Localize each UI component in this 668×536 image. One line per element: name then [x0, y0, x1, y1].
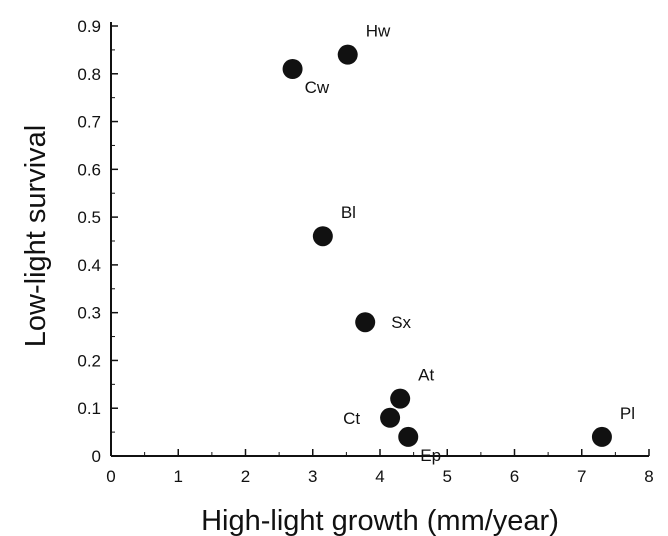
- x-tick-label: 3: [308, 467, 317, 486]
- point-label-hw: Hw: [366, 22, 391, 41]
- data-point-at: [390, 388, 411, 409]
- data-point-ct: [380, 407, 401, 428]
- x-tick-label: 2: [241, 467, 250, 486]
- x-tick-label: 4: [375, 467, 384, 486]
- data-point-bl: [312, 226, 333, 247]
- point-label-ep: Ep: [420, 446, 441, 465]
- point-label-sx: Sx: [391, 313, 411, 332]
- x-tick-label: 1: [174, 467, 183, 486]
- data-point-ep: [398, 426, 419, 447]
- y-tick-label: 0.7: [77, 113, 101, 132]
- x-tick-label: 0: [106, 467, 115, 486]
- data-point-sx: [355, 312, 376, 333]
- y-tick-label: 0.4: [77, 256, 101, 275]
- data-points: [282, 44, 612, 447]
- point-label-pl: Pl: [620, 404, 635, 423]
- point-label-bl: Bl: [341, 203, 356, 222]
- y-tick-label: 0.3: [77, 304, 101, 323]
- data-point-cw: [282, 59, 303, 79]
- x-tick-label: 6: [510, 467, 519, 486]
- y-tick-label: 0.2: [77, 351, 101, 370]
- point-label-cw: Cw: [305, 78, 330, 97]
- y-axis-title: Low-light survival: [20, 125, 52, 347]
- point-labels: Hw Cw Bl Sx At Ct Ep Pl: [305, 22, 635, 465]
- data-point-hw: [337, 44, 358, 65]
- y-tick-label: 0.6: [77, 160, 101, 179]
- point-label-at: At: [418, 366, 434, 385]
- y-tick-label: 0.5: [77, 208, 101, 227]
- y-tick-label: 0.8: [77, 65, 101, 84]
- y-tick-label: 0.1: [77, 399, 101, 418]
- point-label-ct: Ct: [343, 409, 360, 428]
- ticks: 0 1 2 3 4 5 6 7 8 0 0.1 0.2 0.3 0.4 0.5 0.6 0.7 0.8 0.9: [77, 17, 653, 486]
- y-tick-label: 0.9: [77, 17, 101, 36]
- x-tick-label: 8: [644, 467, 653, 486]
- data-point-pl: [591, 426, 612, 447]
- x-tick-label: 5: [443, 467, 452, 486]
- x-tick-label: 7: [577, 467, 586, 486]
- x-axis-title: High-light growth (mm/year): [201, 505, 559, 536]
- y-tick-label: 0: [92, 447, 101, 466]
- axes: [110, 22, 649, 457]
